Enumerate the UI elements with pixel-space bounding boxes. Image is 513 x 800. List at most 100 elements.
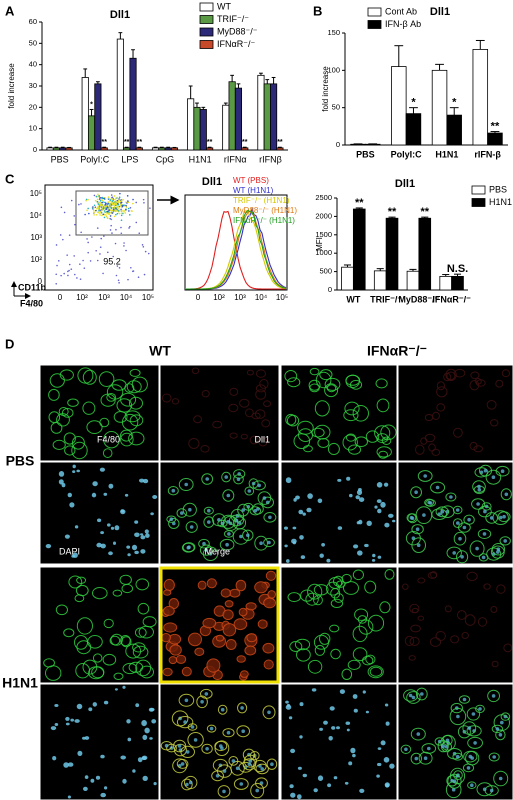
event-dot <box>116 208 119 211</box>
cell <box>367 614 385 632</box>
event-dot <box>91 236 93 238</box>
cell <box>375 378 388 389</box>
cell <box>457 610 467 620</box>
cell <box>346 728 350 732</box>
cell <box>324 383 339 398</box>
significance: * <box>452 97 457 109</box>
cell <box>246 369 254 376</box>
event-dot <box>68 269 70 272</box>
cell <box>495 465 510 477</box>
cell <box>120 429 133 442</box>
event-dot <box>104 204 106 206</box>
cell <box>228 514 245 527</box>
cell <box>365 710 369 714</box>
nucleus <box>177 744 182 748</box>
cell <box>113 411 128 423</box>
cell <box>407 513 418 524</box>
cell <box>88 666 105 680</box>
cell <box>217 519 228 528</box>
cell <box>181 778 193 791</box>
cell <box>99 467 105 472</box>
event-dot <box>110 207 113 210</box>
nucleus <box>241 729 245 733</box>
cell <box>289 784 294 789</box>
bar <box>270 83 278 151</box>
cell <box>356 521 360 525</box>
event-dot <box>147 252 150 255</box>
cell <box>126 380 142 394</box>
event-dot <box>105 208 108 210</box>
event-dot <box>123 204 125 207</box>
cell <box>197 580 207 590</box>
event-dot <box>97 195 99 198</box>
cell <box>171 398 180 405</box>
cell <box>52 756 57 761</box>
cell <box>64 534 70 539</box>
cell <box>469 540 485 557</box>
cell <box>354 608 369 621</box>
nucleus <box>408 693 413 698</box>
nucleus <box>477 484 481 489</box>
event-dot <box>110 204 113 206</box>
bar <box>391 66 407 146</box>
cell <box>103 492 108 496</box>
cell <box>495 379 504 388</box>
cell <box>191 367 200 375</box>
cell <box>400 744 412 754</box>
event-dot <box>107 196 110 198</box>
cell <box>161 633 171 643</box>
event-dot <box>116 202 119 205</box>
cell <box>222 623 237 637</box>
cell <box>187 732 204 748</box>
cell <box>410 486 423 499</box>
bar <box>257 74 265 151</box>
cell <box>473 445 484 453</box>
bar <box>228 81 236 151</box>
event-dot <box>111 202 114 205</box>
event-dot <box>87 251 89 254</box>
nucleus <box>458 536 462 541</box>
cell <box>266 758 278 770</box>
cell <box>484 785 499 796</box>
cell <box>450 702 463 714</box>
cell <box>86 420 103 435</box>
cell <box>70 718 74 722</box>
cell <box>298 509 304 515</box>
cell <box>348 761 353 766</box>
event-dot <box>109 215 112 217</box>
cell <box>474 378 482 385</box>
nucleus <box>427 500 431 505</box>
nucleus <box>414 756 419 761</box>
cell <box>479 464 492 477</box>
nucleus <box>248 759 253 763</box>
event-dot <box>98 198 101 200</box>
event-dot <box>116 201 118 203</box>
event-dot <box>113 215 116 218</box>
nucleus <box>226 520 230 524</box>
cell <box>490 545 505 559</box>
event-dot <box>130 266 132 269</box>
bar <box>46 147 54 151</box>
event-dot <box>114 202 116 204</box>
event-dot <box>142 198 145 201</box>
cell <box>54 704 59 707</box>
event-dot <box>103 197 105 200</box>
nucleus <box>466 766 471 770</box>
event-dot <box>104 207 106 210</box>
cell <box>244 486 255 496</box>
panel-label: A <box>5 3 15 18</box>
event-dot <box>101 205 103 207</box>
event-dot <box>93 211 95 214</box>
significance: ** <box>101 139 107 146</box>
cell <box>111 379 127 391</box>
event-dot <box>123 245 125 247</box>
event-dot <box>106 203 109 205</box>
cell <box>254 581 268 594</box>
cell <box>257 491 272 505</box>
event-dot <box>120 219 123 221</box>
cell <box>169 644 182 656</box>
legend-swatch <box>199 15 214 24</box>
nucleus <box>492 755 497 759</box>
cell <box>201 390 210 398</box>
cell <box>214 740 230 757</box>
